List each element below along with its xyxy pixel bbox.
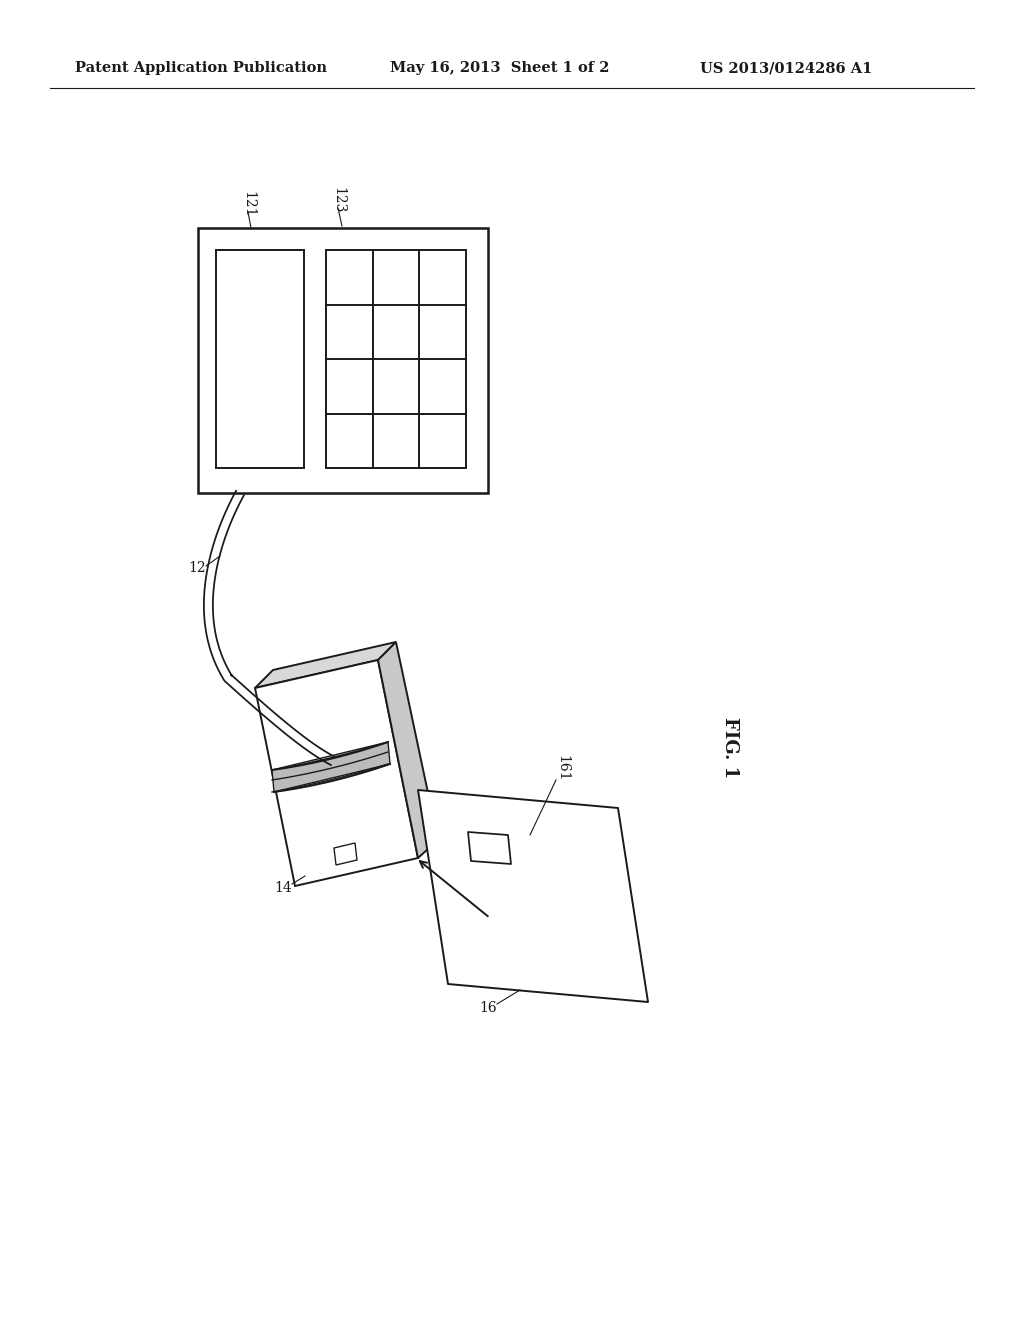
Polygon shape [255,642,396,688]
Polygon shape [378,642,438,858]
Polygon shape [334,843,357,865]
Polygon shape [272,742,390,792]
Text: 161: 161 [555,755,569,781]
Polygon shape [255,660,418,886]
Polygon shape [418,789,648,1002]
Text: Patent Application Publication: Patent Application Publication [75,61,327,75]
Text: US 2013/0124286 A1: US 2013/0124286 A1 [700,61,872,75]
Text: 14: 14 [274,880,292,895]
Text: 123: 123 [331,187,345,214]
Text: May 16, 2013  Sheet 1 of 2: May 16, 2013 Sheet 1 of 2 [390,61,609,75]
Text: 121: 121 [241,191,255,218]
Polygon shape [468,832,511,865]
Text: FIG. 1: FIG. 1 [721,718,739,779]
Text: 12: 12 [188,561,206,576]
Bar [198,228,488,492]
Bar [326,249,466,469]
Bar [216,249,304,469]
Text: 16: 16 [479,1001,497,1015]
